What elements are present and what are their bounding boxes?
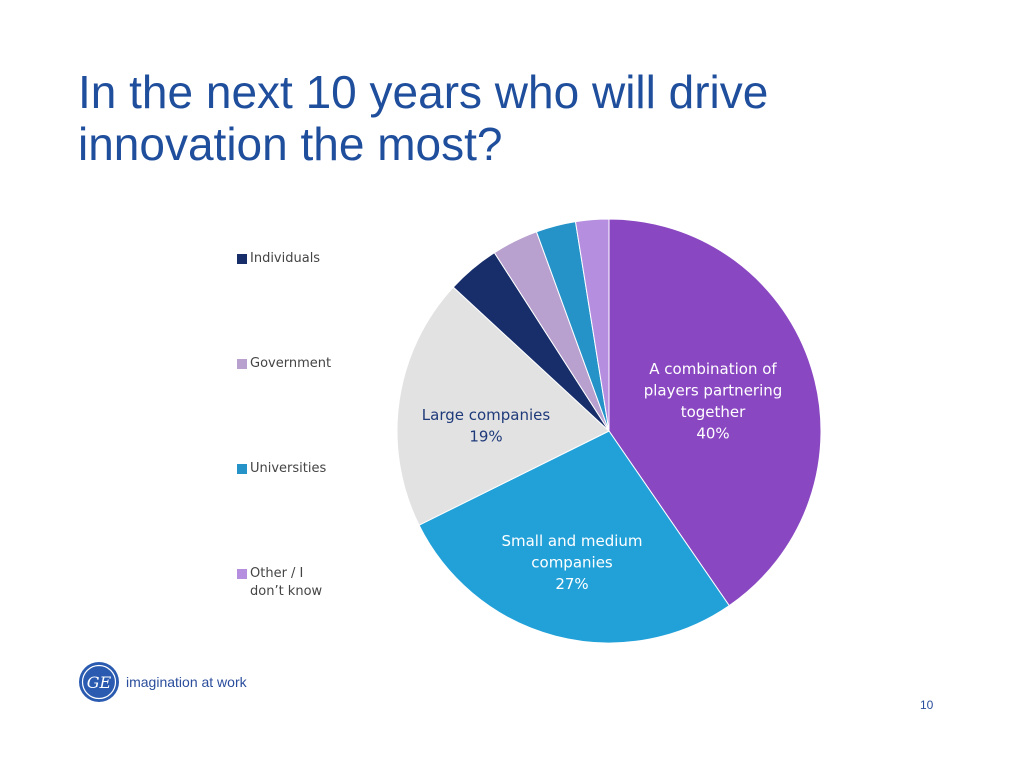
legend-item-government: Government [237, 355, 340, 373]
legend-swatch-individuals [237, 254, 247, 264]
legend-swatch-other [237, 569, 247, 579]
page-number: 10 [920, 698, 934, 712]
legend-item-individuals: Individuals [237, 250, 340, 268]
legend-swatch-government [237, 359, 247, 369]
chart-legend: Individuals Government Universities Othe… [237, 250, 397, 610]
slide-title: In the next 10 years who will drive inno… [78, 66, 958, 170]
legend-swatch-universities [237, 464, 247, 474]
legend-item-other: Other / I don’t know [237, 565, 325, 601]
legend-label-universities: Universities [250, 461, 327, 476]
slice-label-2: Small and medium companies 27% [501, 532, 642, 593]
ge-logo: GE imagination at work [78, 661, 247, 703]
legend-label-individuals: Individuals [250, 251, 321, 266]
tagline: imagination at work [126, 674, 247, 690]
slice-label-3: Large companies 19% [422, 406, 551, 446]
slide-title-line-1: In the next 10 years who will drive [78, 66, 769, 118]
pie-slice-other-i-don-t-know [574, 218, 610, 432]
pie-slice-a-combination-of-players-partnering-together [608, 218, 822, 607]
legend-label-other: Other / I don’t know [250, 566, 323, 599]
slice-label-1: A combination of players partnering togeth… [644, 360, 783, 443]
ge-monogram-text: GE [87, 673, 112, 692]
legend-item-universities: Universities [237, 460, 340, 478]
ge-monogram-icon: GE [79, 662, 119, 702]
legend-label-government: Government [250, 356, 332, 371]
slide-title-line-2: innovation the most? [78, 118, 503, 170]
pie-slice-large-companies [396, 286, 610, 526]
pie-slice-small-and-medium-companies [418, 430, 730, 644]
